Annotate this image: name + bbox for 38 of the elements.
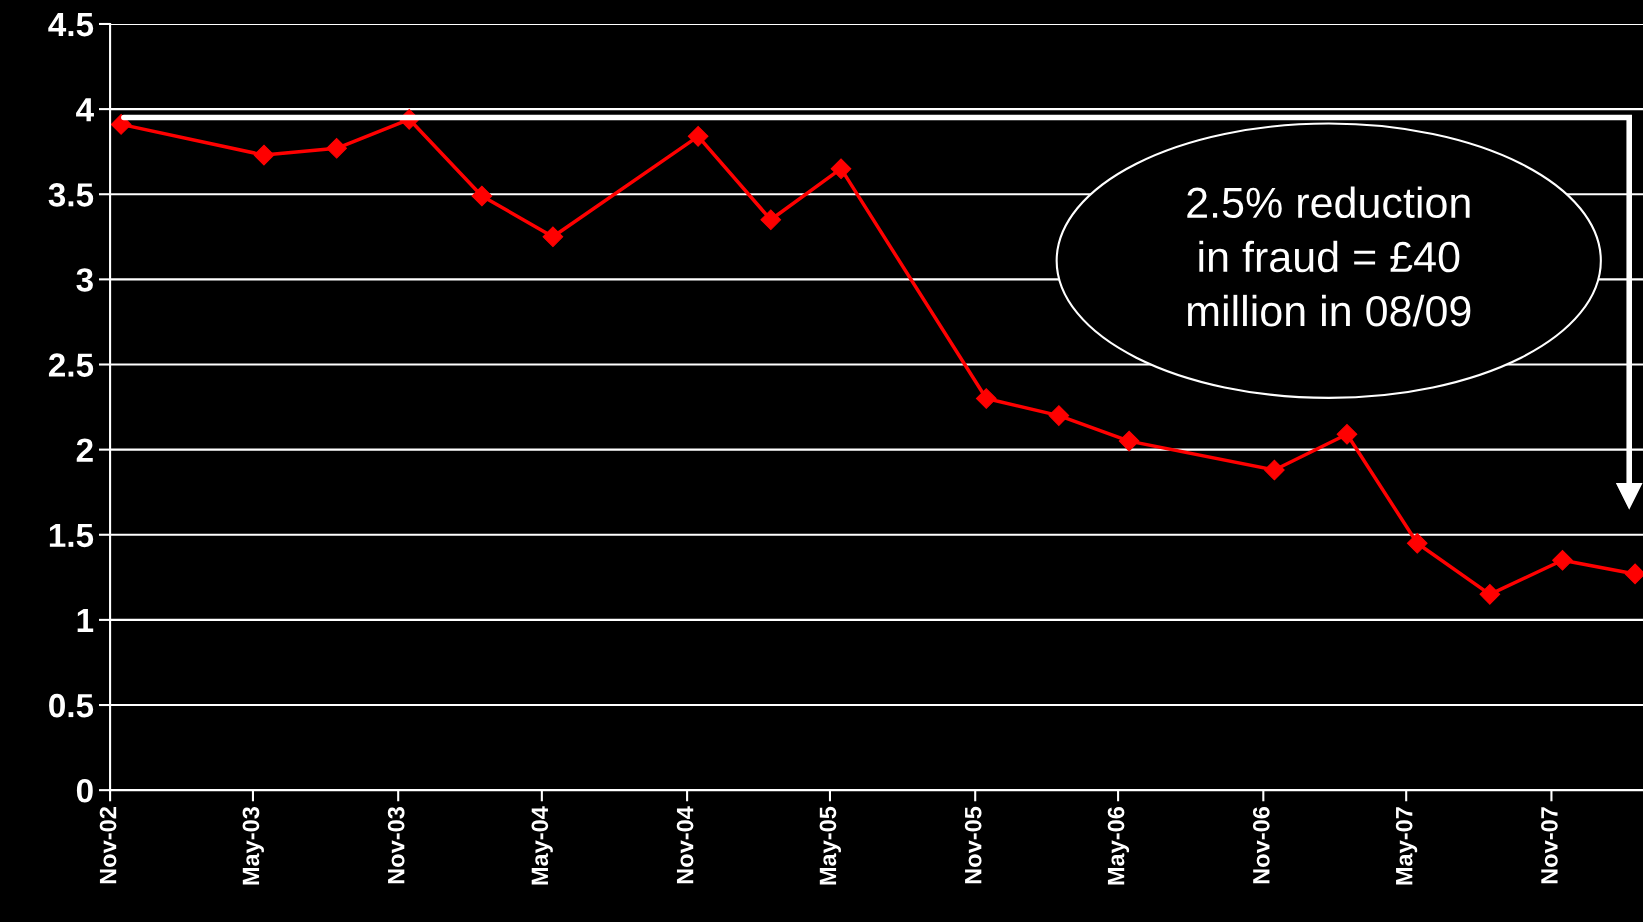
point <box>760 209 782 231</box>
point <box>471 185 493 207</box>
y-tick-label: 1 <box>77 609 94 632</box>
x-tick-label: Nov-06 <box>1252 806 1270 884</box>
point <box>253 144 275 166</box>
point <box>1118 430 1140 452</box>
x-tick-label: Nov-03 <box>387 806 405 884</box>
point <box>830 158 852 180</box>
y-tick-label: 0 <box>76 778 93 803</box>
point <box>1552 549 1573 571</box>
y-tick-label: 3.5 <box>48 183 94 207</box>
point <box>1479 584 1501 605</box>
y-tick-label: 1.5 <box>49 523 94 548</box>
x-tick-label: Nov-04 <box>676 806 694 884</box>
x-tick-label: May-05 <box>819 806 841 885</box>
y-tick-label: 2.5 <box>48 353 94 377</box>
point <box>1048 405 1070 426</box>
annotation: 2.5% reduction in fraud = £40 million in 08/09 <box>1187 186 1471 327</box>
point <box>975 388 997 409</box>
y-tick-label: 4 <box>76 98 94 122</box>
x-tick-label: May-07 <box>1395 807 1418 885</box>
y-tick-label: 4.5 <box>48 13 94 37</box>
y-tick-label: 0.5 <box>49 693 94 718</box>
y-tick-label: 2 <box>76 438 93 462</box>
y-tick-label: 3 <box>76 268 93 292</box>
point <box>1264 459 1285 481</box>
point <box>326 137 347 159</box>
x-tick-label: May-04 <box>531 806 553 885</box>
point <box>687 126 709 147</box>
x-tick-label: May-06 <box>1107 806 1130 885</box>
point <box>1406 532 1428 554</box>
x-tick-label: Nov-07 <box>1541 807 1558 884</box>
point <box>542 226 564 248</box>
x-tick-label: Nov-02 <box>99 807 117 884</box>
point <box>110 114 132 135</box>
x-tick-label: Nov-05 <box>964 806 982 884</box>
x-tick-label: May-03 <box>242 806 264 885</box>
point <box>1336 423 1358 445</box>
